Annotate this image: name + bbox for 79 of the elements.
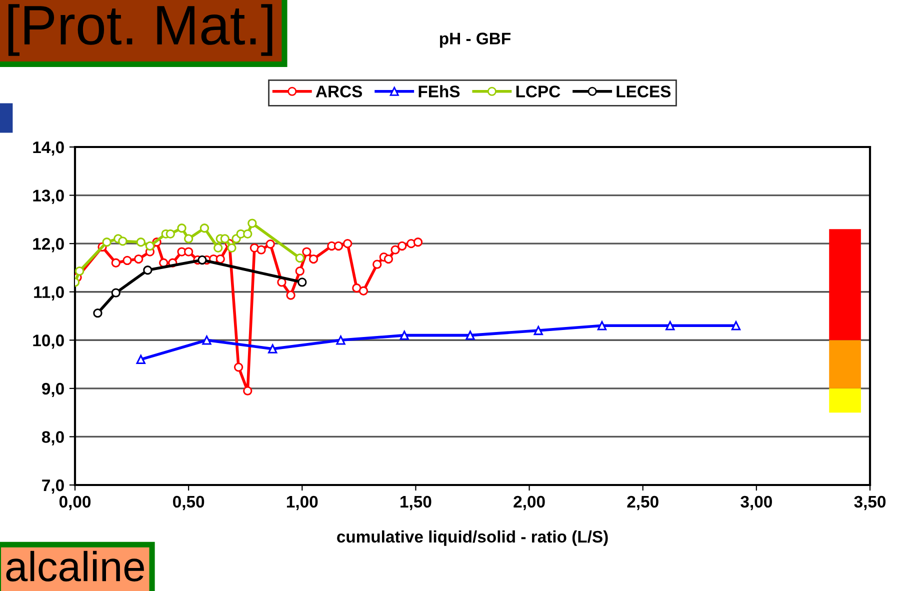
point	[248, 218, 257, 228]
point	[214, 243, 223, 252]
point	[266, 239, 275, 249]
y-tick-label: 11,0	[34, 286, 64, 300]
point	[286, 290, 296, 300]
point	[234, 362, 244, 372]
point	[731, 321, 741, 330]
point	[384, 254, 394, 264]
y-tick-label: 9,0	[42, 382, 64, 398]
legend-label: LCPC	[516, 86, 560, 98]
point	[136, 354, 146, 364]
text: alcaline	[6, 550, 144, 582]
point	[111, 258, 120, 268]
point	[268, 344, 278, 354]
point	[184, 247, 194, 256]
point	[336, 336, 346, 345]
point	[295, 266, 304, 276]
y-tick-label: 12,0	[33, 238, 64, 252]
point	[102, 238, 112, 247]
point	[334, 241, 344, 251]
point	[200, 224, 210, 233]
point	[256, 245, 266, 254]
point	[184, 234, 194, 244]
text: [Prot. Mat.]	[8, 4, 272, 56]
point	[243, 386, 252, 396]
x-tick-label: 0,00	[59, 496, 91, 510]
legend-label: FEhS	[418, 85, 460, 98]
point	[413, 238, 423, 247]
point	[118, 236, 128, 246]
point	[93, 308, 102, 318]
point	[220, 234, 230, 244]
point	[534, 326, 543, 336]
point	[143, 266, 152, 275]
point	[302, 247, 312, 256]
point	[298, 278, 307, 287]
point	[400, 330, 409, 340]
y-tick-label: 14,0	[33, 141, 64, 156]
point	[372, 260, 382, 269]
y-tick-label: 8,0	[42, 431, 64, 446]
point	[202, 336, 212, 345]
point	[145, 241, 155, 251]
point	[177, 224, 186, 233]
point	[134, 254, 144, 264]
point	[75, 266, 84, 276]
y-tick-label: 10,0	[33, 334, 64, 349]
point	[122, 256, 132, 266]
x-tick-label: 2,00	[514, 496, 545, 510]
point	[466, 330, 475, 340]
point	[227, 243, 236, 252]
bar	[829, 388, 861, 413]
y-tick-label: 7,0	[42, 479, 64, 494]
point	[295, 253, 304, 263]
point	[342, 238, 352, 248]
point	[166, 229, 175, 238]
x-tick-label: 2,50	[627, 496, 658, 510]
point	[243, 229, 252, 238]
point	[308, 254, 318, 264]
point	[136, 238, 146, 247]
point	[352, 283, 362, 293]
bar	[829, 229, 861, 340]
point	[390, 245, 400, 254]
x-tick-label: 0,50	[173, 496, 204, 510]
x-axis-title: cumulative liquid/solid - ratio (L/S)	[337, 530, 608, 546]
legend-label: ARCS	[316, 86, 362, 98]
x-tick-label: 3,00	[740, 496, 772, 510]
point	[111, 288, 120, 298]
point	[216, 254, 225, 264]
legend-label: LECES	[616, 86, 671, 98]
x-tick-label: 1,00	[286, 496, 318, 510]
x-tick-label: 3,50	[854, 496, 886, 510]
y-tick-label: 13,0	[33, 190, 64, 204]
point	[358, 286, 368, 296]
point	[398, 241, 407, 251]
bar	[829, 340, 861, 388]
chart-title: pH - GBF	[440, 32, 510, 48]
point	[666, 321, 675, 330]
point	[198, 255, 207, 265]
x-tick-label: 1,50	[400, 496, 432, 510]
point	[597, 321, 607, 330]
